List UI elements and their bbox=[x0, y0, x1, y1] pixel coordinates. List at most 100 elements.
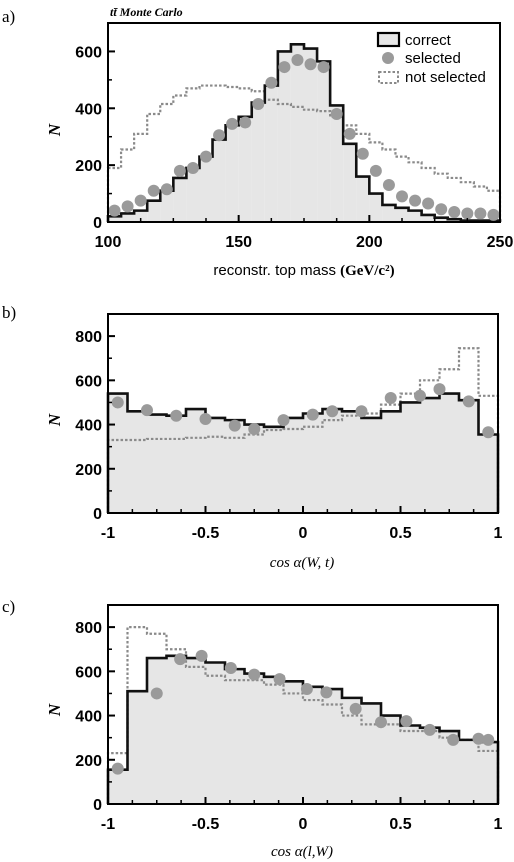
panel-a-selected-point-0 bbox=[108, 204, 121, 217]
panel-b-bar-11 bbox=[322, 409, 342, 513]
panel-c-correct-line bbox=[106, 654, 500, 804]
legend-selected-label: selected bbox=[405, 50, 461, 67]
panel-b-selected-point-11 bbox=[414, 389, 426, 402]
panel-c-bar-9 bbox=[283, 681, 303, 804]
panel-a-annotation: tt̄ Monte Carlo bbox=[110, 5, 183, 19]
panel-a-selected-point-14 bbox=[291, 53, 304, 66]
panel-a-bar-25 bbox=[434, 217, 448, 222]
panel-a-bar-22 bbox=[395, 207, 409, 222]
panel-c-ytick-label-0: 0 bbox=[93, 797, 102, 814]
panel-b-ytick-label-1: 200 bbox=[75, 462, 102, 479]
panel-a-selected-point-25 bbox=[435, 203, 448, 216]
panel-b-selected-point-6 bbox=[277, 414, 290, 427]
panel-a-bar-6 bbox=[186, 167, 200, 222]
panel-a-bar-5 bbox=[173, 177, 187, 222]
panel-c-ytick-label-3: 600 bbox=[75, 664, 102, 681]
panel-a-selected-point-26 bbox=[448, 206, 461, 219]
panel-c-selected-point-5 bbox=[248, 668, 261, 681]
panel-c-bar-4 bbox=[186, 658, 206, 804]
panel-a-selected-point-23 bbox=[409, 194, 422, 207]
panel-a-selected-point-15 bbox=[304, 58, 317, 71]
panel-a-bar-20 bbox=[369, 193, 383, 222]
panel-a-letter: a) bbox=[2, 7, 15, 26]
panel-c-bar-8 bbox=[264, 676, 284, 804]
panel-a-selected-point-13 bbox=[278, 61, 291, 74]
panel-c-xtick-label-2: 0 bbox=[299, 816, 308, 833]
panel-c-bar-19 bbox=[478, 742, 498, 804]
panel-a-selected-point-20 bbox=[369, 164, 382, 177]
panel-a-ylabel: N bbox=[45, 123, 64, 137]
panel-c-ytick-label-4: 800 bbox=[75, 620, 102, 637]
panel-a-selected-point-7 bbox=[200, 150, 212, 163]
panel-c-xtick-label-0: -1 bbox=[101, 816, 115, 833]
panel-b-selected-point-0 bbox=[111, 396, 124, 409]
panel-a-bar-16 bbox=[317, 61, 331, 222]
plot-c bbox=[106, 626, 500, 804]
panel-a-selected-point-2 bbox=[134, 194, 147, 207]
panel-a-selected-point-4 bbox=[160, 183, 173, 196]
panel-a-ytick-label-1: 200 bbox=[75, 158, 102, 175]
panel-a-xlabel-unit: (GeV/c²) bbox=[340, 263, 394, 279]
panel-b-bar-16 bbox=[420, 398, 440, 513]
panel-b-bar-7 bbox=[244, 424, 264, 513]
panel-c-xtick-label-4: 1 bbox=[494, 816, 503, 833]
panel-a-xtick-label-3: 250 bbox=[487, 234, 514, 251]
panel-b-letter: b) bbox=[2, 303, 16, 322]
panel-b-bar-9 bbox=[283, 417, 303, 513]
panel-b-selected-point-5 bbox=[248, 422, 261, 435]
panel-c-selected-point-1 bbox=[150, 687, 163, 700]
panel-b-selected-point-8 bbox=[326, 405, 339, 418]
panel-b-selected-point-12 bbox=[433, 383, 446, 396]
panel-b-bar-17 bbox=[439, 393, 459, 513]
panel-b-ytick-label-4: 800 bbox=[75, 329, 102, 346]
panel-c-bar-15 bbox=[400, 725, 420, 804]
panel-a-bar-9 bbox=[225, 125, 239, 222]
panel-a-ytick-label-3: 600 bbox=[75, 44, 102, 61]
panel-c-bar-11 bbox=[322, 689, 342, 804]
panel-a-selected-point-16 bbox=[317, 61, 330, 74]
panel-c-bar-18 bbox=[459, 739, 479, 804]
panel-b-selected-point-2 bbox=[170, 409, 183, 422]
panel-b-bar-8 bbox=[264, 426, 284, 513]
panel-a-bar-11 bbox=[251, 102, 265, 222]
panel-b-xtick-label-4: 1 bbox=[494, 525, 503, 542]
panel-c-selected-point-6 bbox=[273, 673, 286, 686]
panel-a-selected-point-5 bbox=[173, 164, 186, 177]
panel-c-selected-point-8 bbox=[320, 686, 333, 699]
panel-c-selected-point-12 bbox=[423, 723, 436, 736]
panel-a-bar-8 bbox=[212, 139, 226, 222]
panel-a-bar-2 bbox=[134, 210, 148, 222]
legend-correct-swatch bbox=[376, 31, 401, 48]
panel-a-bar-13 bbox=[277, 51, 291, 222]
panel-b-xtick-label-1: -0.5 bbox=[192, 525, 220, 542]
panel-b: b) N cos α(W, t) -1 -0.5 0 0.5 1 0 200 400 600 80… bbox=[2, 303, 503, 571]
panel-a-selected-point-6 bbox=[186, 161, 199, 174]
panel-c-selected-point-9 bbox=[349, 702, 362, 715]
panel-b-bar-15 bbox=[400, 402, 420, 513]
panel-c-selected-point-3 bbox=[195, 649, 208, 662]
panel-b-ytick-label-0: 0 bbox=[93, 506, 102, 523]
panel-c-ylabel: N bbox=[45, 703, 64, 717]
panel-a-xtick-label-1: 150 bbox=[225, 234, 252, 251]
panel-c-bar-3 bbox=[166, 655, 186, 804]
panel-b-bar-5 bbox=[205, 417, 225, 513]
panel-a-selected-point-17 bbox=[330, 107, 343, 120]
panel-a-bar-19 bbox=[356, 176, 370, 222]
plot-b bbox=[106, 347, 500, 513]
panel-b-selected-point-1 bbox=[141, 404, 153, 417]
panel-c-selected-point-0 bbox=[111, 762, 124, 775]
panel-c-bar-10 bbox=[303, 686, 323, 804]
panel-a-selected-point-28 bbox=[474, 207, 487, 220]
panel-b-bar-4 bbox=[186, 409, 206, 513]
panel-a-selected-point-18 bbox=[343, 127, 356, 140]
panel-b-selected-point-14 bbox=[482, 426, 495, 439]
panel-c-bar-16 bbox=[420, 727, 440, 804]
panel-b-bar-10 bbox=[303, 413, 323, 513]
panel-b-bar-6 bbox=[225, 420, 245, 513]
panel-b-selected-point-7 bbox=[306, 408, 319, 421]
panel-b-bar-13 bbox=[361, 417, 381, 513]
panel-a-selected-point-29 bbox=[487, 208, 500, 221]
panel-a-xtick-label-2: 200 bbox=[356, 234, 383, 251]
panel-a-selected-point-24 bbox=[422, 197, 435, 210]
panel-c-selected-point-14 bbox=[472, 732, 485, 745]
